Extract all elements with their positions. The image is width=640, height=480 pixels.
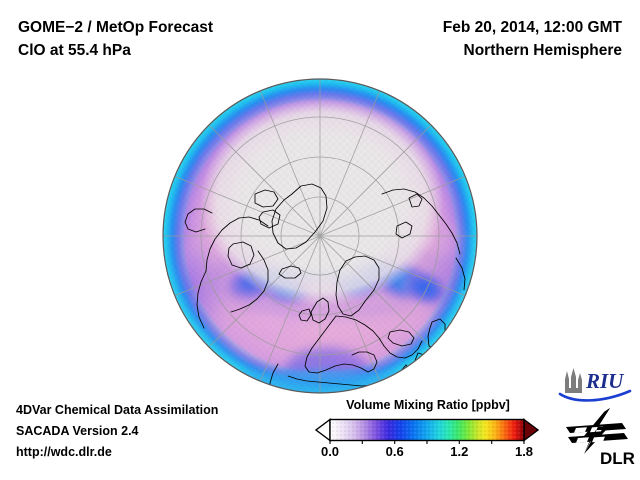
coastline-great-britain xyxy=(310,297,330,324)
method-label: 4DVar Chemical Data Assimilation xyxy=(16,403,219,417)
colorbar-tick-0: 0.0 xyxy=(320,444,340,459)
riu-logo-svg: RIU xyxy=(558,368,632,402)
website-url[interactable]: http://wdc.dlr.de xyxy=(16,445,112,459)
header-left: GOME−2 / MetOp Forecast ClO at 55.4 hPa xyxy=(18,16,213,62)
colorbar-title: Volume Mixing Ratio [ppbv] xyxy=(346,398,510,412)
globe-map xyxy=(160,76,482,398)
coastline-north-america-east xyxy=(230,250,269,313)
colorbar-over-range-cap xyxy=(523,418,540,442)
footer-left: 4DVar Chemical Data Assimilation SACADA … xyxy=(16,400,218,463)
coastline-hudson-bay xyxy=(227,241,255,269)
colorbar-ticks xyxy=(329,440,525,444)
colorbar-tick-2: 1.2 xyxy=(450,444,469,459)
graticule xyxy=(163,79,477,393)
colorbar-tick-1: 0.6 xyxy=(385,444,404,459)
coastline-europe-mainland xyxy=(304,315,423,374)
dlr-wordmark: DLR xyxy=(600,449,635,468)
coastline-taymyr xyxy=(408,193,423,208)
riu-wave-icon xyxy=(558,389,632,402)
globe-svg xyxy=(162,78,478,394)
coastline-kamchatka-far-east xyxy=(455,257,466,291)
riu-logo: RIU xyxy=(556,366,636,404)
coastline-scandinavia xyxy=(335,255,380,317)
colorbar-tick-labels: 0.0 0.6 1.2 1.8 xyxy=(308,444,548,462)
coastline-canada-arctic xyxy=(205,216,269,272)
colorbar-svg xyxy=(314,418,540,444)
coastline-novaya-zemlya xyxy=(395,221,413,239)
coastline-siberia-north xyxy=(381,188,461,255)
coastline-alaska xyxy=(184,208,213,233)
dlr-logo-svg: DLR xyxy=(566,408,635,468)
coastline-ireland xyxy=(298,308,312,322)
version-label: SACADA Version 2.4 xyxy=(16,424,139,438)
coastline-iceland xyxy=(278,265,302,279)
coastline-baffin xyxy=(258,209,281,229)
header-right: Feb 20, 2014, 12:00 GMT Northern Hemisph… xyxy=(443,16,622,62)
coastline-canadian-archipelago xyxy=(254,189,279,208)
coastline-black-sea xyxy=(387,329,415,347)
product-title: GOME−2 / MetOp Forecast xyxy=(18,19,214,36)
riu-wordmark: RIU xyxy=(585,369,625,393)
colorbar-under-range-cap xyxy=(314,418,331,442)
hemisphere-label: Northern Hemisphere xyxy=(463,42,622,59)
species-level-label: ClO at 55.4 hPa xyxy=(18,42,131,59)
colorbar-dither-texture xyxy=(330,419,524,441)
cathedral-spires-icon xyxy=(565,368,582,393)
coastline-greenland xyxy=(271,183,328,250)
colorbar-tick-3: 1.8 xyxy=(514,444,534,459)
colorbar: Volume Mixing Ratio [ppbv] xyxy=(308,398,548,470)
meridians xyxy=(163,79,477,393)
coastline-north-america-west xyxy=(196,270,207,329)
dlr-mark-icon xyxy=(566,408,628,454)
dlr-logo: DLR xyxy=(560,406,636,468)
globe-outline xyxy=(162,78,478,394)
timestamp-label: Feb 20, 2014, 12:00 GMT xyxy=(442,19,622,36)
coastline-africa-west xyxy=(269,363,332,393)
